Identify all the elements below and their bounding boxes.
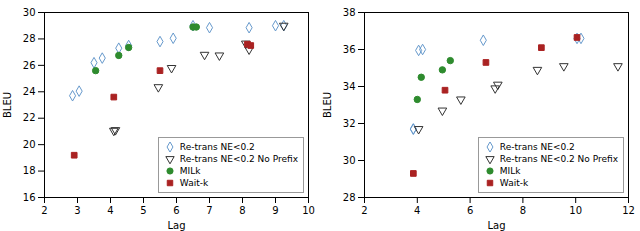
svg-text:10: 10: [569, 205, 582, 216]
svg-text:6: 6: [173, 205, 179, 216]
html-text:Re-trans NE<0.2 No Prefix: Re-trans NE<0.2 No Prefix: [179, 154, 298, 164]
svg-text:30: 30: [23, 7, 36, 18]
svg-text:BLEU: BLEU: [2, 92, 13, 118]
svg-text:2: 2: [41, 205, 47, 216]
svg-text:5: 5: [140, 205, 146, 216]
html-text:MILk: MILk: [499, 166, 521, 176]
svg-text:9: 9: [272, 205, 278, 216]
svg-text:28: 28: [23, 33, 36, 44]
svg-text:34: 34: [343, 81, 356, 92]
html-text:MILk: MILk: [179, 166, 201, 176]
html-text:Wait-k: Wait-k: [179, 178, 209, 188]
svg-text:20: 20: [23, 139, 36, 150]
svg-text:32: 32: [343, 118, 356, 129]
svg-text:8: 8: [239, 205, 245, 216]
svg-text:4: 4: [107, 205, 113, 216]
svg-text:18: 18: [23, 165, 36, 176]
svg-text:16: 16: [23, 192, 36, 203]
svg-text:BLEU: BLEU: [322, 92, 333, 118]
svg-text:24: 24: [23, 86, 36, 97]
svg-text:30: 30: [343, 155, 356, 166]
svg-text:4: 4: [414, 205, 420, 216]
svg-text:12: 12: [622, 205, 635, 216]
svg-text:7: 7: [206, 205, 212, 216]
svg-text:10: 10: [302, 205, 315, 216]
svg-text:Lag: Lag: [167, 220, 185, 231]
html-text:Re-trans NE<0.2: Re-trans NE<0.2: [499, 142, 575, 152]
svg-text:2: 2: [361, 205, 367, 216]
svg-text:3: 3: [74, 205, 80, 216]
svg-text:28: 28: [343, 192, 356, 203]
svg-text:8: 8: [520, 205, 526, 216]
svg-text:36: 36: [343, 44, 356, 55]
svg-text:38: 38: [343, 7, 356, 18]
html-text:Re-trans NE<0.2: Re-trans NE<0.2: [179, 142, 255, 152]
svg-text:22: 22: [23, 112, 36, 123]
svg-text:Lag: Lag: [487, 220, 505, 231]
svg-text:26: 26: [23, 60, 36, 71]
svg-text:6: 6: [467, 205, 473, 216]
html-text:Re-trans NE<0.2 No Prefix: Re-trans NE<0.2 No Prefix: [499, 154, 618, 164]
html-text:Wait-k: Wait-k: [499, 178, 529, 188]
